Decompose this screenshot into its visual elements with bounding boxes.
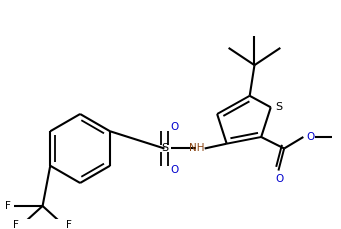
Text: F: F [66, 220, 72, 229]
Text: NH: NH [189, 144, 205, 153]
Text: O: O [170, 165, 178, 174]
Text: S: S [161, 144, 168, 153]
Text: O: O [306, 132, 314, 142]
Text: O: O [275, 174, 283, 184]
Text: F: F [13, 220, 19, 229]
Text: F: F [5, 201, 11, 211]
Text: O: O [170, 123, 178, 132]
Text: S: S [275, 102, 282, 112]
